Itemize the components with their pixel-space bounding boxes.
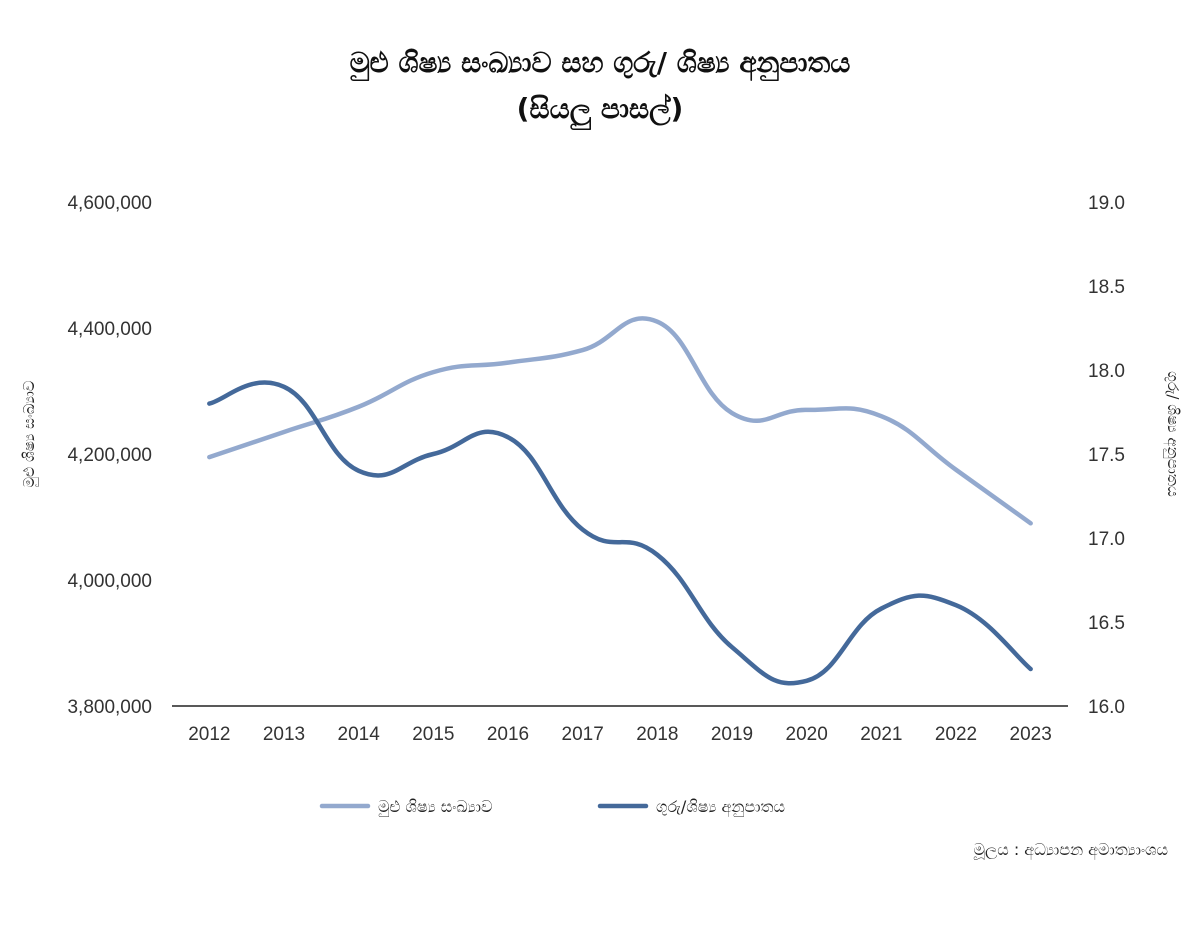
y-right-tick-label: 19.0 — [1088, 193, 1125, 214]
y-right-tick-label: 18.0 — [1088, 361, 1125, 382]
x-tick-label: 2012 — [188, 724, 230, 745]
x-tick-label: 2014 — [338, 724, 381, 745]
y-left-tick-label: 4,400,000 — [67, 319, 152, 340]
source-note: මූලය : අධ්‍යාපන අමාත්‍යාංශය — [973, 840, 1168, 859]
series-line-2 — [207, 380, 1033, 686]
y-left-tick-label: 4,000,000 — [67, 571, 152, 592]
x-tick-label: 2015 — [412, 724, 454, 745]
x-tick-label: 2013 — [263, 724, 305, 745]
x-tick-label: 2016 — [487, 724, 529, 745]
legend-label-2: ගුරු/ශිෂ්‍ය අනුපාතය — [656, 797, 785, 817]
x-tick-label: 2018 — [636, 724, 678, 745]
x-tick-label: 2020 — [786, 724, 828, 745]
y-left-tick-label: 3,800,000 — [67, 697, 152, 718]
y-left-tick-label: 4,200,000 — [67, 445, 152, 466]
y-right-tick-label: 16.5 — [1088, 613, 1125, 634]
x-tick-label: 2017 — [562, 724, 604, 745]
y-right-tick-label: 17.0 — [1088, 529, 1125, 550]
legend-label-1: මුළු ශිෂ්‍ය සංඛ්‍යාව — [378, 797, 492, 817]
x-tick-label: 2022 — [935, 724, 977, 745]
y-right-tick-label: 18.5 — [1088, 277, 1125, 298]
y-right-tick-label: 16.0 — [1088, 697, 1125, 718]
x-tick-label: 2021 — [860, 724, 902, 745]
series-line-1 — [207, 316, 1033, 526]
y-left-axis-title: මුළු ශිෂ්‍ය සංඛ්‍යාව — [20, 380, 39, 488]
y-right-axis-title: ගුරු/ ශිෂ්‍ය අනුපාතය — [1163, 371, 1182, 497]
x-tick-label: 2019 — [711, 724, 753, 745]
y-right-tick-label: 17.5 — [1088, 445, 1125, 466]
y-left-tick-label: 4,600,000 — [67, 193, 152, 214]
chart-subtitle: (සියලු පාසල්) — [516, 92, 684, 125]
x-tick-label: 2023 — [1010, 724, 1052, 745]
chart-title: මුළු ශිෂ්‍ය සංඛ්‍යාව සහ ගුරු/ ශිෂ්‍ය අනු… — [349, 46, 851, 79]
